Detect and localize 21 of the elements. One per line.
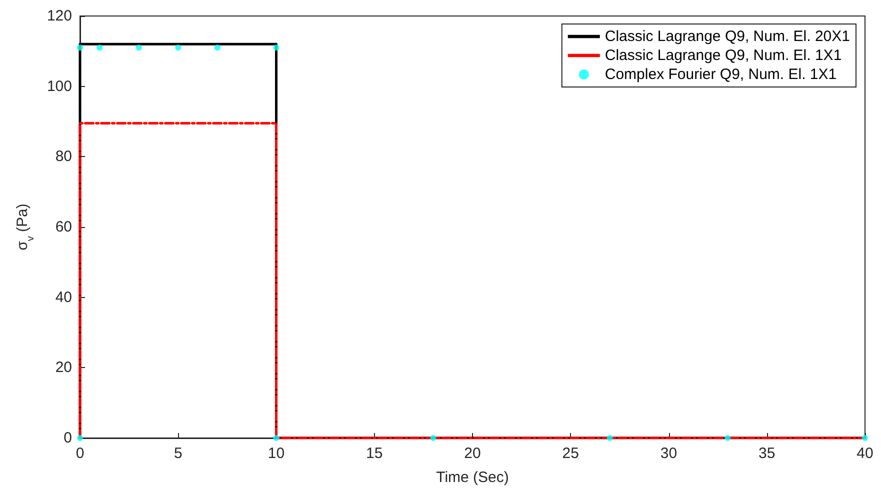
y-tick-label: 20	[55, 359, 72, 376]
x-tick-label: 35	[758, 445, 776, 462]
y-axis-title: σv (Pa)	[14, 204, 37, 250]
x-tick-label: 0	[76, 445, 84, 462]
y-tick-label: 40	[55, 288, 72, 306]
legend-label: Complex Fourier Q9, Num. El. 1X1	[604, 66, 837, 83]
y-tick-label: 80	[55, 148, 72, 166]
x-axis-title: Time (Sec)	[436, 469, 509, 486]
legend-label: Classic Lagrange Q9, Num. El. 1X1	[604, 47, 842, 64]
x-tick-label: 20	[464, 445, 481, 462]
x-tick-label: 5	[174, 445, 182, 462]
x-tick-label: 40	[856, 445, 874, 462]
x-tick-label: 10	[268, 445, 285, 462]
x-tick-label: 25	[562, 445, 579, 462]
legend-label: Classic Lagrange Q9, Num. El. 20X1	[604, 28, 850, 45]
y-tick-label: 60	[55, 218, 72, 236]
y-tick-label: 120	[46, 8, 72, 24]
x-tick-label: 30	[660, 445, 678, 462]
x-tick-label: 15	[366, 445, 383, 462]
y-tick-label: 100	[46, 78, 72, 95]
y-tick-label: 0	[64, 430, 72, 446]
